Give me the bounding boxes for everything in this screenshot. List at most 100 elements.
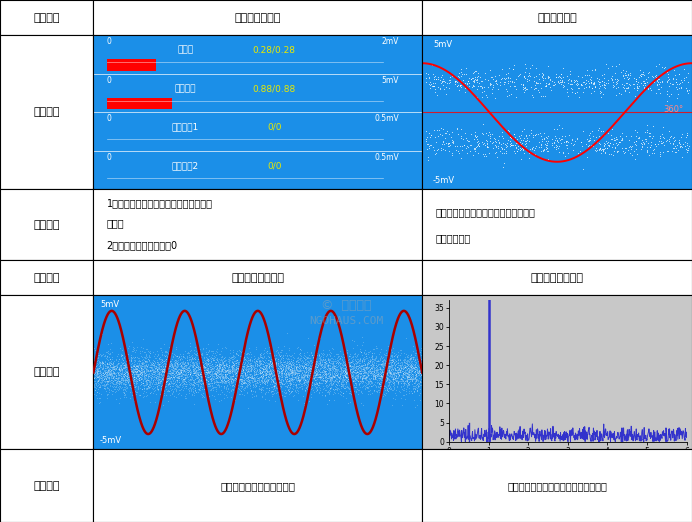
Point xyxy=(321,370,332,378)
Point xyxy=(152,370,163,378)
Point xyxy=(143,378,154,386)
Point xyxy=(550,69,561,78)
Point xyxy=(156,366,167,374)
Point xyxy=(435,85,446,93)
Point xyxy=(477,138,488,146)
Point xyxy=(185,342,196,350)
Point xyxy=(166,366,177,374)
Point xyxy=(304,374,315,382)
Point xyxy=(213,360,224,369)
Point xyxy=(93,376,104,385)
Point xyxy=(276,358,287,366)
Point xyxy=(408,387,419,396)
Point xyxy=(354,355,365,364)
Point xyxy=(273,382,284,390)
Point xyxy=(409,369,420,377)
Point xyxy=(329,382,340,390)
Point xyxy=(211,371,222,379)
Point xyxy=(212,357,224,365)
Point xyxy=(158,374,170,383)
Point xyxy=(235,367,246,375)
Point xyxy=(266,365,277,374)
Point xyxy=(104,359,115,367)
Point xyxy=(581,152,592,161)
Point xyxy=(277,369,288,377)
Point xyxy=(266,375,277,383)
Point xyxy=(472,92,483,101)
Point xyxy=(136,362,147,371)
Point xyxy=(171,374,182,382)
Point xyxy=(246,367,257,375)
Point xyxy=(273,392,284,400)
Point xyxy=(158,381,169,389)
Point xyxy=(195,379,206,388)
Point xyxy=(194,365,206,374)
Point xyxy=(251,392,262,400)
Point xyxy=(234,385,245,393)
Point xyxy=(356,369,367,377)
Point xyxy=(108,363,119,371)
Point xyxy=(344,366,355,374)
Point xyxy=(313,370,325,378)
Point xyxy=(195,390,206,398)
Point xyxy=(228,375,239,383)
Point xyxy=(263,366,274,375)
Point xyxy=(131,373,142,382)
Point xyxy=(170,372,181,381)
Point xyxy=(406,364,417,372)
Point xyxy=(662,87,673,95)
Point xyxy=(576,80,587,89)
Point xyxy=(140,365,152,373)
Point xyxy=(259,353,270,361)
Point xyxy=(174,355,185,363)
Point xyxy=(94,350,105,358)
Point xyxy=(315,364,326,373)
Point xyxy=(123,373,134,382)
Point xyxy=(140,365,152,374)
Point xyxy=(204,392,215,400)
Point xyxy=(217,352,228,361)
Point xyxy=(180,364,191,372)
Point xyxy=(344,387,355,395)
Point xyxy=(388,379,399,387)
Point xyxy=(344,368,355,376)
Point xyxy=(394,365,405,373)
Point xyxy=(211,371,222,379)
Point xyxy=(251,356,262,364)
Point xyxy=(425,84,436,92)
Point xyxy=(619,87,630,96)
Point xyxy=(405,387,416,395)
Point xyxy=(140,357,152,365)
Point xyxy=(100,367,111,376)
Point xyxy=(347,361,358,370)
Point xyxy=(361,360,372,369)
Point xyxy=(576,79,587,88)
Point xyxy=(358,366,370,375)
Point xyxy=(91,391,102,399)
Point xyxy=(113,371,124,379)
Point xyxy=(201,380,212,388)
Point xyxy=(318,364,329,372)
Point xyxy=(225,362,236,370)
Point xyxy=(300,375,311,384)
Point xyxy=(172,382,183,390)
Point xyxy=(383,378,394,387)
Point xyxy=(245,373,256,381)
Point xyxy=(227,372,238,381)
Point xyxy=(221,370,233,378)
Point xyxy=(410,379,421,387)
Point xyxy=(214,364,225,372)
Point xyxy=(149,378,160,386)
Point xyxy=(350,380,361,388)
Point xyxy=(374,364,385,372)
Point xyxy=(630,140,641,148)
Point xyxy=(306,372,317,380)
Point xyxy=(112,370,123,378)
Point xyxy=(109,365,120,374)
Point xyxy=(336,355,347,364)
Point xyxy=(108,369,119,377)
Point xyxy=(335,364,346,372)
Point xyxy=(349,383,361,392)
Point xyxy=(292,353,303,362)
Point xyxy=(346,371,357,379)
